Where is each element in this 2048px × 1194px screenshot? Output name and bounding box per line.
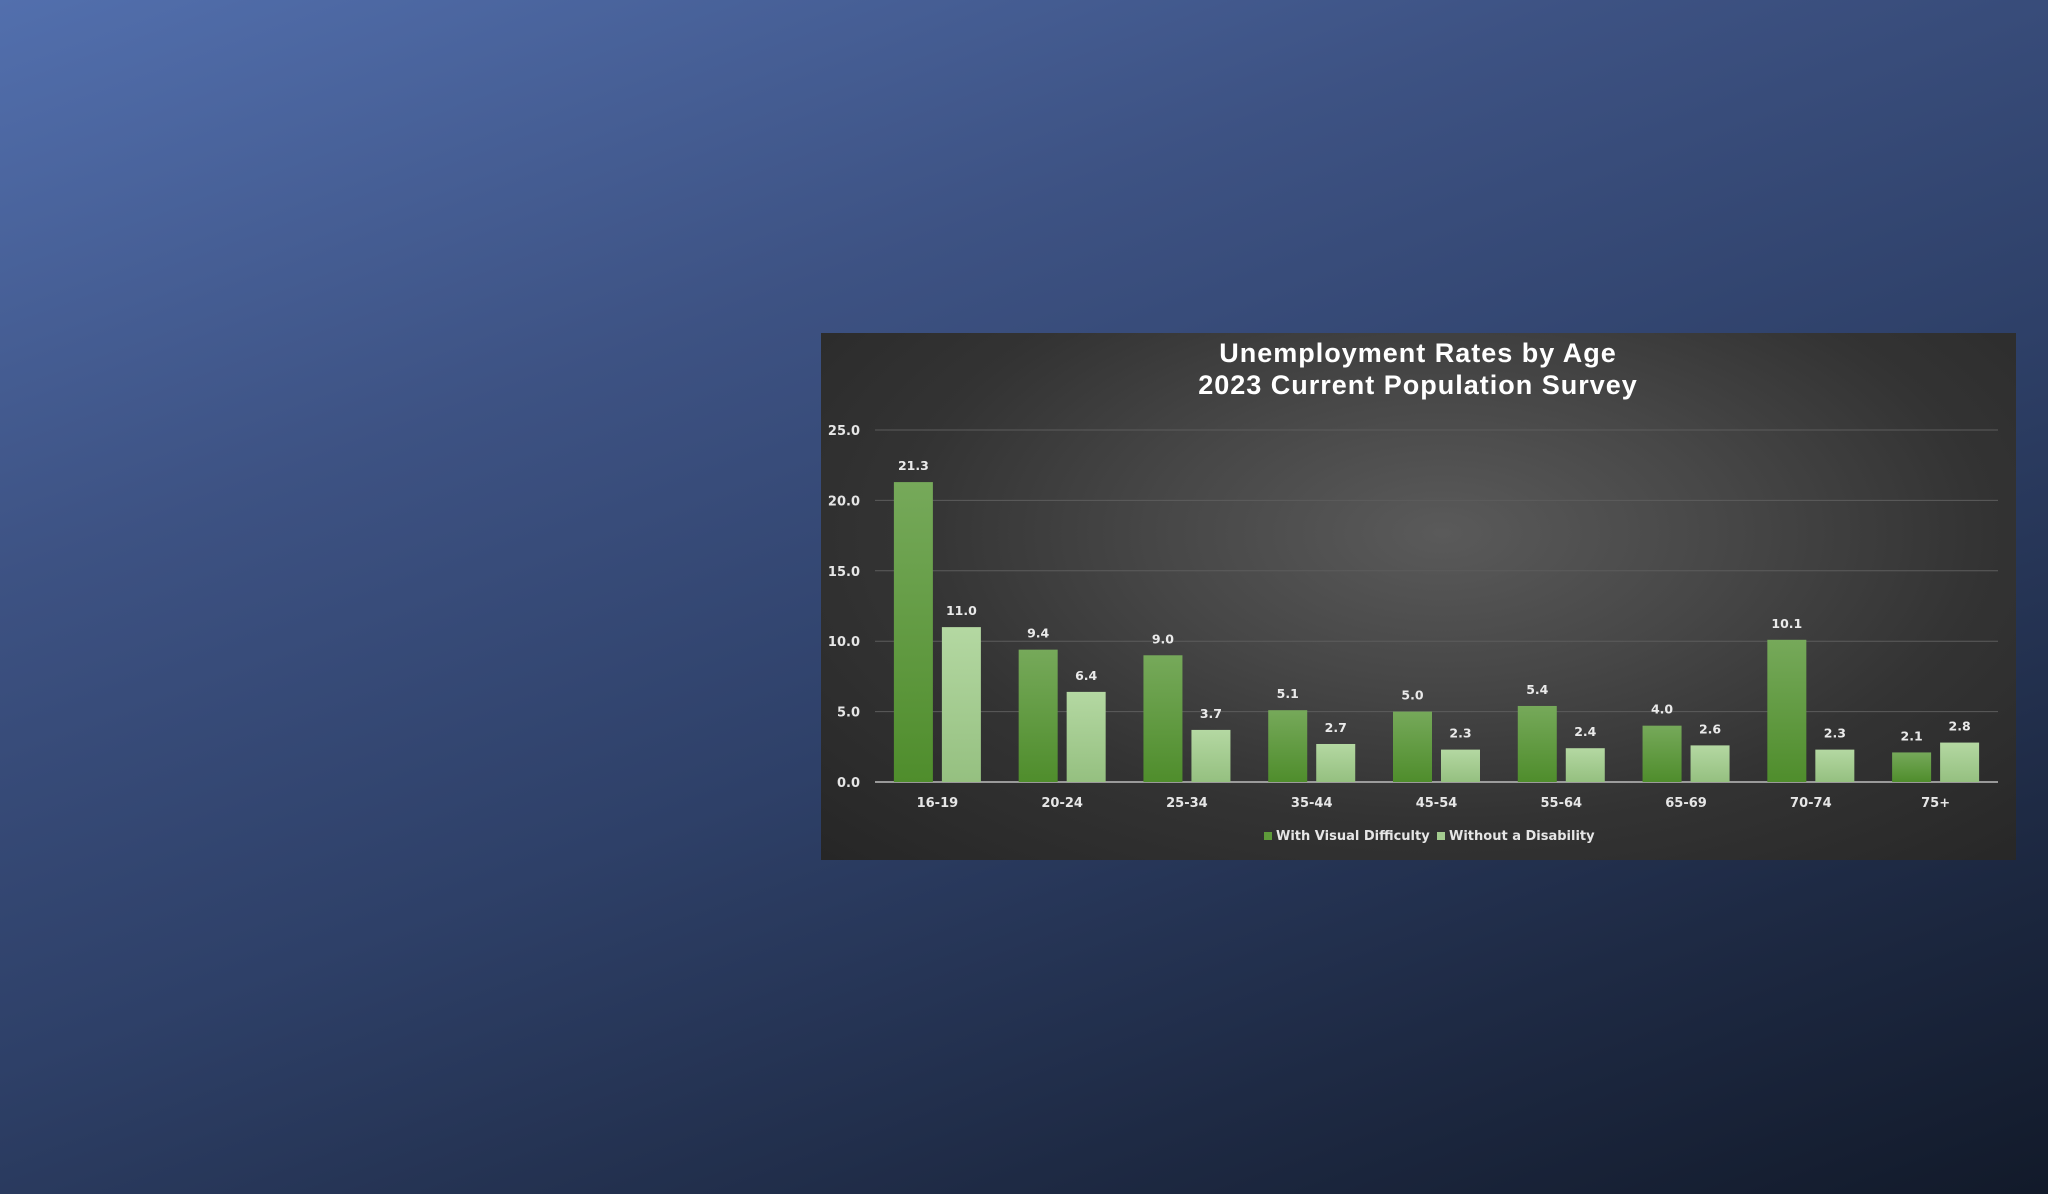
- bar: [1316, 743, 1356, 782]
- bar: [893, 482, 933, 782]
- bar: [1815, 749, 1855, 782]
- y-tick-label: 15.0: [828, 565, 860, 580]
- data-labels: 21.3 11.0 9.4 6.4 9.0 3.7 5.1 2.7 5.0 2.3 5.4 2.4 4.…: [898, 458, 1971, 743]
- data-label: 21.3: [898, 458, 929, 473]
- legend-swatch: [1437, 832, 1445, 840]
- bar: [1441, 749, 1480, 782]
- chart-title: Unemployment Rates by Age: [1219, 338, 1617, 368]
- x-tick-label: 70-74: [1790, 796, 1832, 811]
- x-axis: 16-19 20-24 25-34 35-44 45-54 55-64 65-69 70-74…: [917, 796, 1951, 811]
- bar: [1690, 745, 1730, 782]
- bar: [941, 627, 981, 782]
- bar: [1268, 710, 1308, 782]
- bar: [1517, 705, 1557, 782]
- y-tick-label: 5.0: [837, 706, 860, 721]
- gridlines: [875, 429, 1998, 713]
- x-tick-label: 20-24: [1041, 796, 1083, 811]
- data-label: 2.8: [1949, 719, 1971, 734]
- data-label: 2.7: [1325, 720, 1347, 735]
- bar: [1191, 729, 1231, 782]
- legend-label: Without a Disability: [1449, 829, 1595, 844]
- data-label: 5.1: [1277, 686, 1299, 701]
- bar: [1066, 691, 1106, 782]
- data-label: 6.4: [1075, 668, 1097, 683]
- bar: [1393, 711, 1432, 782]
- y-tick-label: 20.0: [828, 494, 860, 509]
- x-tick-label: 16-19: [917, 796, 959, 811]
- data-label: 2.1: [1901, 728, 1923, 743]
- x-tick-label: 55-64: [1540, 796, 1582, 811]
- data-label: 2.3: [1449, 726, 1471, 741]
- data-label: 10.1: [1771, 616, 1802, 631]
- bar: [1892, 752, 1932, 782]
- data-label: 3.7: [1200, 706, 1222, 721]
- y-tick-label: 0.0: [837, 776, 860, 791]
- data-label: 9.4: [1027, 626, 1049, 641]
- chart-svg: Unemployment Rates by Age 2023 Current P…: [828, 338, 1998, 844]
- y-tick-label: 25.0: [828, 424, 860, 439]
- data-label: 11.0: [946, 603, 977, 618]
- legend-label: With Visual Difficulty: [1276, 829, 1430, 844]
- bar: [1018, 649, 1058, 782]
- bar: [1565, 748, 1605, 782]
- data-label: 9.0: [1152, 631, 1174, 646]
- y-axis: 0.0 5.0 10.0 15.0 20.0 25.0: [828, 424, 1998, 791]
- x-tick-label: 25-34: [1166, 796, 1208, 811]
- data-label: 5.0: [1401, 688, 1423, 703]
- chart-panel: Unemployment Rates by Age 2023 Current P…: [821, 333, 2016, 860]
- data-label: 4.0: [1651, 702, 1673, 717]
- data-label: 2.4: [1574, 724, 1596, 739]
- x-tick-label: 45-54: [1416, 796, 1458, 811]
- x-tick-label: 35-44: [1291, 796, 1333, 811]
- bar: [1940, 742, 1980, 782]
- y-tick-label: 10.0: [828, 635, 860, 650]
- bars: [893, 482, 1980, 782]
- legend-swatch: [1264, 832, 1272, 840]
- bar: [1143, 655, 1183, 782]
- legend: With Visual Difficulty Without a Disabili…: [1264, 829, 1595, 844]
- data-label: 2.6: [1699, 721, 1721, 736]
- data-label: 5.4: [1526, 682, 1548, 697]
- x-tick-label: 75+: [1921, 796, 1950, 811]
- chart-subtitle: 2023 Current Population Survey: [1198, 370, 1638, 400]
- data-label: 2.3: [1824, 726, 1846, 741]
- x-tick-label: 65-69: [1665, 796, 1707, 811]
- bar: [1767, 639, 1807, 782]
- bar: [1642, 725, 1682, 782]
